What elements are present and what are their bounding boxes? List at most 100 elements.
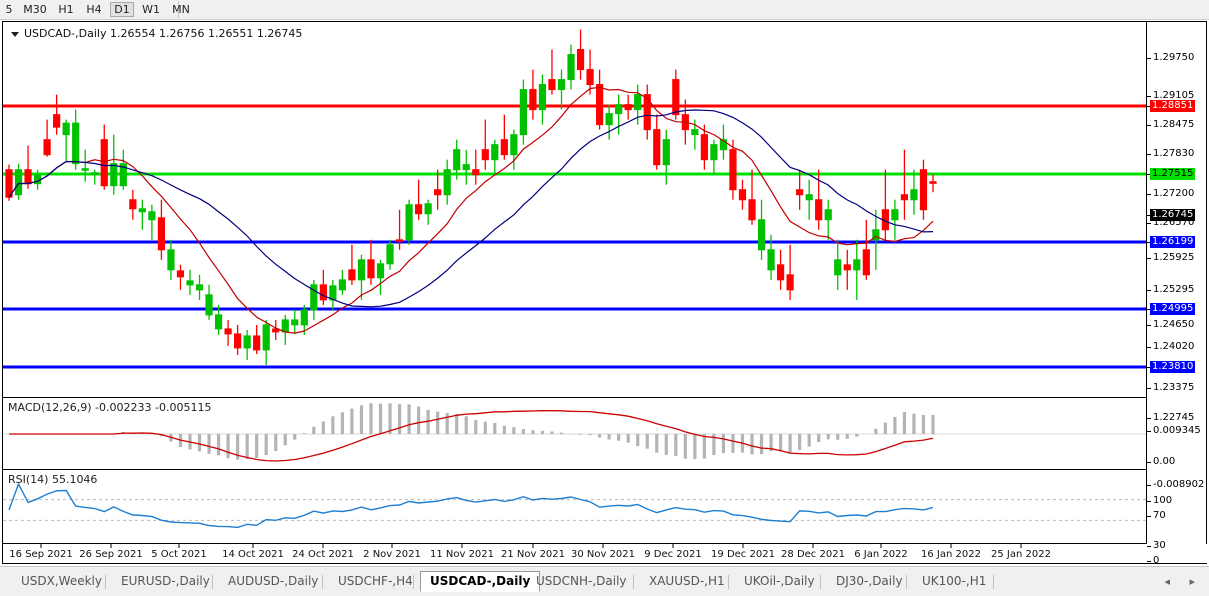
tab-separator (633, 575, 634, 589)
moving-average-line (8, 109, 934, 308)
candle-body (119, 163, 127, 187)
timeframe-button-m30[interactable]: M30 (23, 3, 47, 16)
candle-body (310, 284, 318, 311)
tab-scroll-arrows[interactable]: ◂ ▸ (1164, 575, 1203, 588)
timeframe-button-d1[interactable]: D1 (110, 2, 134, 17)
candle-body (605, 113, 613, 126)
price-scale-label: -0.008902 (1153, 479, 1205, 490)
chart-tab-usdchf-h4[interactable]: USDCHF-,H4 (338, 574, 413, 588)
macd-signal-line (9, 409, 934, 462)
chart-tab-eurusd-daily[interactable]: EURUSD-,Daily (121, 574, 210, 588)
candle-body (138, 208, 146, 213)
candle-body (815, 199, 823, 221)
timeframe-button-5[interactable]: 5 (5, 3, 13, 16)
price-scale-label: 1.29750 (1153, 52, 1195, 63)
price-scale-tick (1147, 561, 1151, 562)
candle-body (634, 94, 642, 111)
candle-body (53, 114, 61, 128)
chart-tab-usdx-weekly[interactable]: USDX,Weekly (21, 574, 102, 588)
chart-tab-usdcad-daily[interactable]: USDCAD-,Daily (420, 571, 541, 592)
candle-body (100, 139, 108, 187)
candle-body (786, 274, 794, 291)
candle-body (195, 284, 204, 291)
chart-tab-xauusd-h1[interactable]: XAUUSD-,H1 (649, 574, 725, 588)
chart-tab-ukoil-daily[interactable]: UKOil-,Daily (744, 574, 815, 588)
time-axis: 16 Sep 2021 26 Sep 2021 5 Oct 2021 14 Oct 2… (3, 544, 1208, 563)
timeframe-button-mn[interactable]: MN (172, 3, 190, 16)
price-scale-tick (1147, 58, 1151, 59)
candle-body (653, 129, 661, 166)
candle-body (757, 219, 766, 251)
chart-tab-bar: ◂ ▸ USDX,Weekly EURUSD-,Daily AUDUSD-,Dail… (0, 566, 1209, 596)
candle-body (538, 84, 547, 111)
time-axis-ticks: 16 Sep 2021 26 Sep 2021 5 Oct 2021 14 Oct 2… (9, 544, 1051, 560)
price-scale-label: 1.24650 (1153, 319, 1195, 330)
rsi-pane[interactable]: RSI(14) 55.1046 (3, 470, 1146, 544)
candle-body (281, 319, 289, 333)
candle-body (567, 54, 575, 81)
macd-label: MACD(12,26,9) -0.002233 -0.005115 (8, 401, 212, 414)
candle-body (929, 181, 937, 184)
candle-body (243, 335, 251, 349)
price-pane[interactable]: USDCAD-,Daily 1.26554 1.26756 1.26551 1.… (3, 22, 1146, 398)
price-scale[interactable]: 1.29750 1.29105 1.28851 1.28475 1.27830 1.275… (1146, 22, 1206, 566)
tab-separator (413, 575, 414, 589)
candle-body (443, 169, 451, 196)
macd-pane[interactable]: MACD(12,26,9) -0.002233 -0.005115 (3, 398, 1146, 470)
price-scale-tick (1147, 125, 1151, 126)
timeframe-button-h1[interactable]: H1 (58, 3, 74, 16)
candle-body (510, 134, 518, 156)
candle-body (272, 328, 280, 333)
tab-separator (212, 575, 213, 589)
candle-body (157, 217, 166, 251)
candle-body (500, 139, 508, 156)
candle-body (405, 204, 413, 241)
candle-body (43, 139, 51, 156)
price-scale-tick (1147, 154, 1151, 155)
timeframe-button-h4[interactable]: H4 (86, 3, 102, 16)
candle-body (338, 279, 347, 291)
candle-body (691, 129, 699, 136)
candle-body (481, 149, 489, 161)
candle-body (234, 333, 242, 349)
candle-body (491, 144, 499, 161)
candle-body (472, 169, 480, 176)
price-scale-label: 1.27830 (1153, 148, 1195, 159)
rsi-line (8, 482, 934, 529)
candle-body (72, 122, 80, 165)
time-axis-label: 9 Dec 2021 (644, 549, 702, 560)
candle-body (62, 122, 70, 136)
level-price-label: 1.27515 (1150, 168, 1196, 180)
price-scale-tick (1147, 462, 1151, 463)
candle-body (796, 189, 804, 196)
chart-tab-uk100-h1[interactable]: UK100-,H1 (922, 574, 987, 588)
candle-body (919, 169, 928, 211)
price-scale-tick (1147, 367, 1151, 368)
chart-tab-audusd-daily[interactable]: AUDUSD-,Daily (228, 574, 319, 588)
price-scale-label: 1.24020 (1153, 341, 1195, 352)
candle-body (453, 149, 461, 171)
candle-body (853, 259, 861, 271)
tab-separator (322, 575, 323, 589)
chart-tab-usdcnh-daily[interactable]: USDCNH-,Daily (536, 574, 627, 588)
chart-tab-dj30-daily[interactable]: DJ30-,Daily (836, 574, 903, 588)
candle-body (395, 239, 404, 242)
price-scale-label: 1.22745 (1153, 412, 1195, 423)
candle-body (576, 49, 585, 71)
collapse-triangle-icon[interactable] (11, 31, 19, 37)
candle-body (129, 199, 137, 210)
candle-body (329, 285, 337, 301)
tab-separator (906, 575, 907, 589)
candle-body (738, 189, 747, 201)
candle-body (910, 189, 918, 201)
candle-body (872, 229, 880, 241)
time-axis-label: 28 Dec 2021 (781, 549, 845, 560)
timeframe-button-w1[interactable]: W1 (142, 3, 160, 16)
candle-body (586, 69, 594, 86)
candle-body (253, 335, 261, 351)
candle-body (167, 249, 175, 271)
candle-body (624, 104, 632, 111)
candle-body (595, 84, 604, 126)
candle-body (729, 149, 737, 191)
price-scale-label: 30 (1153, 540, 1166, 551)
